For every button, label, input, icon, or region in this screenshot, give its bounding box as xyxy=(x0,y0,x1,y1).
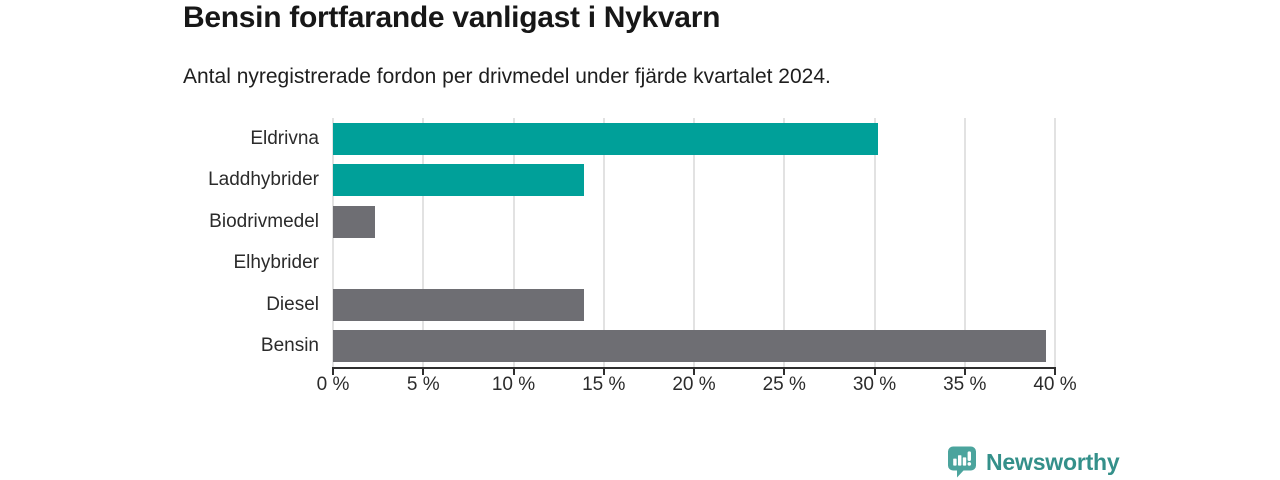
axis-tick xyxy=(332,369,334,375)
axis-tick-label: 35 % xyxy=(943,374,987,395)
axis-tick-label: 0 % xyxy=(316,374,350,395)
bar-biodrivmedel xyxy=(333,205,375,238)
gridline xyxy=(422,118,425,367)
x-axis-line xyxy=(332,367,1056,369)
axis-tick-label: 5 % xyxy=(406,374,440,395)
category-label-biodrivmedel: Biodrivmedel xyxy=(209,210,319,232)
category-label-laddhybrider: Laddhybrider xyxy=(208,169,319,191)
newsworthy-logo-icon xyxy=(948,446,976,478)
axis-tick xyxy=(512,369,515,375)
bar-diesel xyxy=(333,288,584,321)
chart-title: Bensin fortfarande vanligast i Nykvarn xyxy=(183,1,721,34)
axis-tick xyxy=(873,369,876,375)
axis-tick-label: 30 % xyxy=(852,374,897,395)
axis-tick-label: 20 % xyxy=(672,374,716,395)
gridline xyxy=(332,118,334,367)
newsworthy-logo: Newsworthy xyxy=(946,445,1120,478)
axis-tick xyxy=(783,369,786,375)
bar-eldrivna xyxy=(333,122,879,155)
axis-tick xyxy=(963,369,966,375)
newsworthy-logo-text: Newsworthy xyxy=(986,448,1120,475)
axis-tick xyxy=(602,369,605,375)
category-label-eldrivna: Eldrivna xyxy=(250,127,319,149)
gridline xyxy=(693,118,695,367)
axis-tick-label: 15 % xyxy=(582,374,626,395)
category-label-diesel: Diesel xyxy=(266,293,319,315)
category-label-bensin: Bensin xyxy=(260,335,319,357)
gridline xyxy=(783,118,786,367)
axis-tick-label: 10 % xyxy=(491,374,536,395)
bar-chart-plot-area: 0 % 5 % 10 % 15 % 20 % 25 % 30 % 35 % 40 % xyxy=(317,118,1077,395)
gridline xyxy=(963,118,966,367)
gridline xyxy=(602,118,605,367)
chart-subtitle: Antal nyregistrerade fordon per drivmede… xyxy=(183,65,831,88)
axis-tick xyxy=(1054,369,1056,375)
axis-tick-label: 25 % xyxy=(762,374,806,395)
axis-tick xyxy=(693,369,695,375)
axis-tick-label: 40 % xyxy=(1033,374,1077,395)
category-label-elhybrider: Elhybrider xyxy=(233,252,319,274)
gridline xyxy=(873,118,876,367)
axis-tick xyxy=(422,369,425,375)
gridline xyxy=(1054,118,1056,367)
bar-bensin xyxy=(333,330,1046,363)
gridline xyxy=(512,118,515,367)
bar-laddhybrider xyxy=(333,164,584,197)
y-axis-category-labels: Eldrivna Laddhybrider Biodrivmedel Elhybrid… xyxy=(0,118,333,367)
